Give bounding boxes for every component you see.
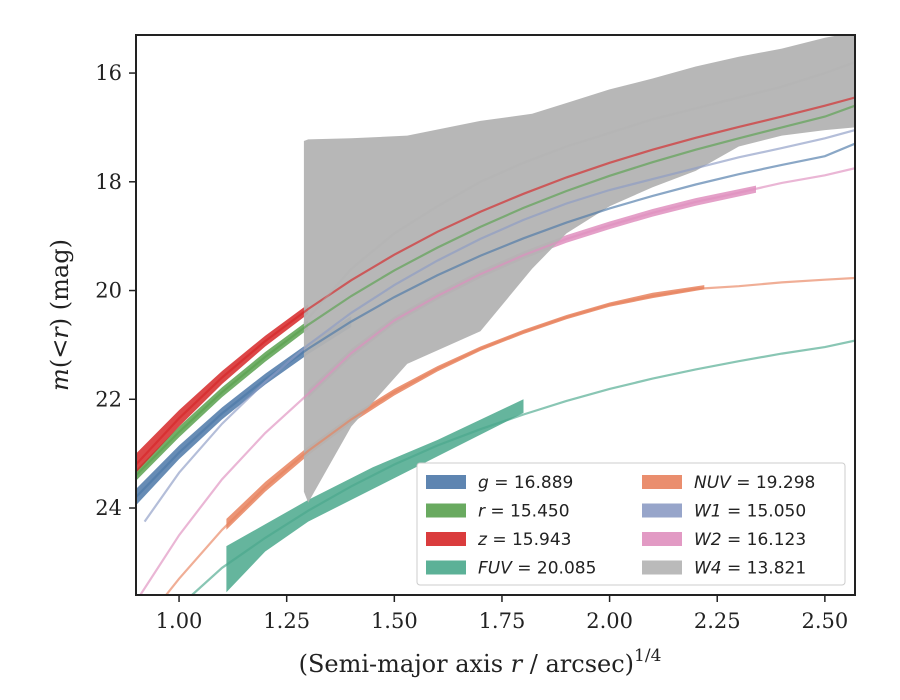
band-w4 [303,35,855,503]
legend-swatch-g [426,475,466,489]
plot-frame [135,34,856,596]
band-r [136,320,309,481]
y-axis-ticks: 16 18 20 22 24 [95,61,136,520]
legend-label-w2: W2 = 16.123 [694,530,806,550]
line-r [136,104,855,477]
legend-swatch-nuv [642,475,682,489]
legend-label-g: g = 16.889 [478,473,573,493]
legend-frame [416,462,846,586]
y-tick-label: 20 [95,279,122,303]
x-axis-ticks: 1.00 1.25 1.50 1.75 2.00 2.25 2.50 [156,595,848,633]
legend-swatch-fuv [426,560,466,575]
legend-swatch-z [426,532,466,546]
x-tick-label: 2.25 [694,609,741,633]
x-tick-label: 1.00 [156,609,203,633]
legend-label-fuv: FUV = 20.085 [478,559,596,579]
legend-swatch-w1 [642,503,682,518]
legend-label-w4: W4 = 13.821 [694,559,806,579]
x-tick-label: 2.50 [801,609,848,633]
legend: g = 16.889 r = 15.450 z = 15.943 FUV = 20.0… [416,462,846,586]
series-lines [136,61,855,595]
band-fuv [226,399,524,593]
y-tick-label: 22 [95,387,122,411]
line-w2 [139,167,855,595]
y-tick-label: 18 [95,170,122,194]
y-tick-label: 16 [95,61,122,85]
line-fuv [191,339,855,595]
y-tick-label: 24 [95,496,122,520]
line-z [136,96,855,466]
legend-label-r: r = 15.450 [478,502,570,522]
x-tick-label: 2.00 [586,609,633,633]
x-tick-label: 1.75 [479,609,526,633]
legend-swatch-w4 [642,560,682,575]
legend-label-w1: W1 = 15.050 [694,502,806,522]
legend-swatch-r [426,503,466,518]
x-axis-title: (Semi-major axis r / arcsec)1/4 [299,646,662,678]
line-g [136,142,855,498]
legend-swatch-w2 [642,532,682,546]
line-nuv [165,276,855,595]
x-tick-label: 1.50 [371,609,418,633]
band-z [136,304,309,473]
x-tick-label: 1.25 [263,609,310,633]
y-axis-title: m(<r) (mag) [46,239,74,391]
legend-label-nuv: NUV = 19.298 [694,473,815,493]
line-w1 [143,129,855,523]
legend-label-z: z = 15.943 [477,530,571,550]
line-w4 [303,61,855,324]
